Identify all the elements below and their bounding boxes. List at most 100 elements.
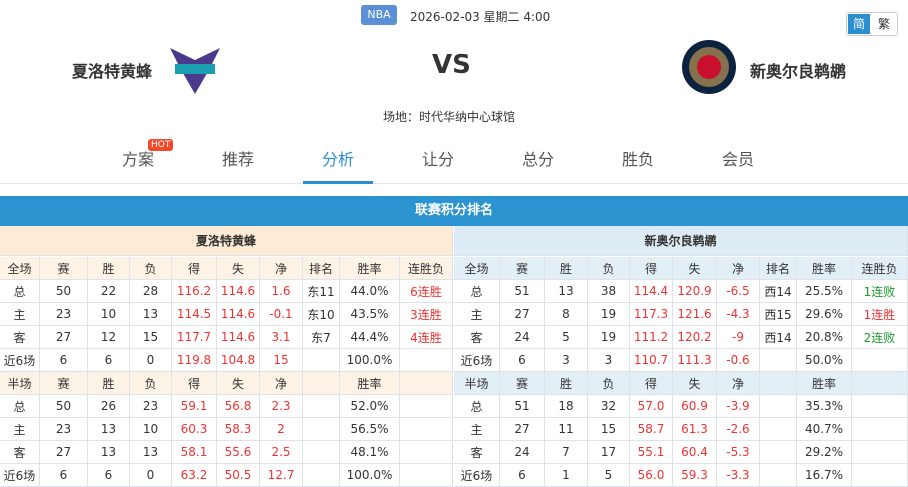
cell: 主 (0, 418, 40, 441)
cell: 120.2 (673, 326, 717, 349)
cell: 6 (500, 464, 545, 487)
cell: 6连胜 (400, 280, 453, 303)
cell: 15 (130, 326, 172, 349)
cell: 12 (88, 326, 130, 349)
empty-cell (852, 418, 908, 441)
tab[interactable]: 让分 (421, 150, 454, 169)
cell: 8 (545, 303, 588, 326)
tab[interactable]: 方案 (121, 150, 154, 169)
away-logo (682, 40, 736, 94)
cell: 63.2 (172, 464, 217, 487)
tab[interactable]: 会员 (721, 150, 754, 169)
column-header: 净 (717, 257, 760, 280)
cell: 58.3 (217, 418, 260, 441)
cell: 主 (454, 303, 500, 326)
cell: 60.9 (673, 395, 717, 418)
empty-cell (400, 395, 453, 418)
column-header: 净 (260, 257, 303, 280)
cell: 15 (260, 349, 303, 372)
tab[interactable]: 胜负 (621, 150, 654, 169)
cell: 60.3 (172, 418, 217, 441)
column-header: 失 (673, 372, 717, 395)
cell: 6 (88, 464, 130, 487)
cell: -0.6 (717, 349, 760, 372)
column-header: 得 (630, 257, 673, 280)
column-header: 赛 (500, 257, 545, 280)
cell: 24 (500, 326, 545, 349)
cell: 19 (588, 303, 630, 326)
tab[interactable]: 分析 (303, 137, 373, 184)
cell: 119.8 (172, 349, 217, 372)
column-header: 失 (217, 372, 260, 395)
cell: 23 (40, 303, 88, 326)
cell: 28 (130, 280, 172, 303)
cell: 58.1 (172, 441, 217, 464)
empty-cell (303, 418, 340, 441)
venue: 场地：时代华纳中心球馆 (383, 110, 516, 124)
empty-cell (852, 464, 908, 487)
team-header: 新奥尔良鹈鹕 (454, 226, 908, 256)
cell: 56.8 (217, 395, 260, 418)
cell: 4连胜 (400, 326, 453, 349)
empty-cell (760, 349, 797, 372)
match-time: 2026-02-03 星期二 4:00 (410, 10, 551, 24)
column-header: 胜率 (340, 257, 400, 280)
empty-cell (400, 349, 453, 372)
cell: 48.1% (340, 441, 400, 464)
column-header: 负 (130, 257, 172, 280)
empty-cell (760, 418, 797, 441)
cell: 1连败 (852, 280, 908, 303)
cell: 总 (454, 395, 500, 418)
cell: 20.8% (797, 326, 852, 349)
cell: 东7 (303, 326, 340, 349)
lang-simplified[interactable]: 简 (848, 14, 870, 34)
column-header: 全场 (454, 257, 500, 280)
column-header: 连胜负 (400, 257, 453, 280)
cell: 114.4 (630, 280, 673, 303)
cell: 西14 (760, 280, 797, 303)
cell: 13 (130, 303, 172, 326)
tab[interactable]: 总分 (521, 150, 554, 169)
cell: 16.7% (797, 464, 852, 487)
cell: 5 (588, 464, 630, 487)
cell: 1连胜 (852, 303, 908, 326)
cell: 3连胜 (400, 303, 453, 326)
cell: 56.5% (340, 418, 400, 441)
cell: -5.3 (717, 441, 760, 464)
cell: 27 (500, 303, 545, 326)
row-bg (454, 395, 908, 418)
cell: 114.5 (172, 303, 217, 326)
lang-traditional[interactable]: 繁 (877, 17, 890, 31)
cell: 111.3 (673, 349, 717, 372)
cell: 51 (500, 395, 545, 418)
column-header: 赛 (40, 257, 88, 280)
cell: 58.7 (630, 418, 673, 441)
cell: 13 (88, 441, 130, 464)
cell: 27 (40, 326, 88, 349)
vs: VS (432, 50, 471, 80)
cell: 3.1 (260, 326, 303, 349)
away-team: 新奥尔良鹈鹕 (750, 62, 847, 81)
cell: 13 (130, 441, 172, 464)
cell: 主 (0, 303, 40, 326)
lang-switch (846, 12, 898, 36)
tab[interactable]: 推荐 (221, 150, 254, 169)
cell: 西15 (760, 303, 797, 326)
cell: 0 (130, 464, 172, 487)
cell: 2.3 (260, 395, 303, 418)
cell: 近6场 (454, 349, 500, 372)
column-header: 胜率 (340, 372, 400, 395)
cell: 10 (130, 418, 172, 441)
cell: 19 (588, 326, 630, 349)
cell: 56.0 (630, 464, 673, 487)
cell: 总 (454, 280, 500, 303)
column-header: 净 (717, 372, 760, 395)
empty-cell (760, 441, 797, 464)
cell: 15 (588, 418, 630, 441)
row-bg (454, 441, 908, 464)
column-header: 排名 (303, 257, 340, 280)
cell: 111.2 (630, 326, 673, 349)
cell: 29.2% (797, 441, 852, 464)
column-header: 全场 (0, 257, 40, 280)
